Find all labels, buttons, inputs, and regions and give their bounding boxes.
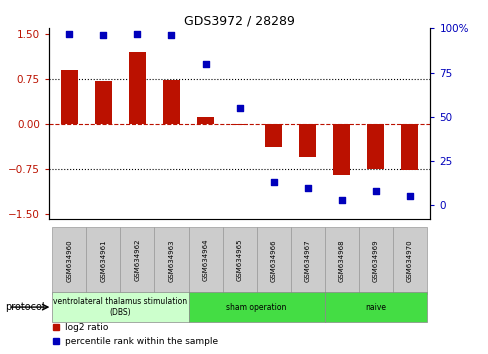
Bar	[324, 227, 358, 294]
Point	[303, 185, 311, 190]
Bar	[256, 227, 290, 294]
Bar	[290, 227, 324, 294]
Point	[235, 105, 243, 111]
Bar	[154, 227, 188, 294]
Text: sham operation: sham operation	[226, 303, 286, 312]
Bar	[86, 227, 120, 294]
Text: GSM634968: GSM634968	[338, 239, 344, 281]
Point	[269, 179, 277, 185]
Text: GSM634970: GSM634970	[406, 239, 412, 281]
Bar	[95, 81, 112, 124]
Title: GDS3972 / 28289: GDS3972 / 28289	[184, 14, 294, 27]
Bar	[52, 292, 188, 322]
Point	[371, 188, 379, 194]
Bar	[61, 70, 78, 124]
Bar	[299, 124, 316, 157]
Legend: log2 ratio, percentile rank within the sample: log2 ratio, percentile rank within the s…	[53, 324, 218, 346]
Text: ventrolateral thalamus stimulation
(DBS): ventrolateral thalamus stimulation (DBS)	[53, 297, 187, 317]
Bar	[197, 117, 214, 124]
Bar	[120, 227, 154, 294]
Text: naive: naive	[365, 303, 386, 312]
Text: GSM634966: GSM634966	[270, 239, 276, 281]
Text: GSM634960: GSM634960	[66, 239, 72, 281]
Text: GSM634965: GSM634965	[236, 239, 242, 281]
Bar	[163, 80, 180, 124]
Text: GSM634967: GSM634967	[304, 239, 310, 281]
Bar	[401, 124, 418, 171]
Bar	[264, 124, 282, 147]
Bar	[52, 227, 86, 294]
Bar	[188, 292, 324, 322]
Text: GSM634962: GSM634962	[134, 239, 140, 281]
Bar	[358, 227, 392, 294]
Text: GSM634964: GSM634964	[202, 239, 208, 281]
Text: GSM634969: GSM634969	[372, 239, 378, 281]
Point	[99, 33, 107, 38]
Bar	[222, 227, 256, 294]
Point	[65, 31, 73, 36]
Bar	[333, 124, 349, 175]
Point	[133, 31, 141, 36]
Point	[167, 33, 175, 38]
Point	[405, 194, 413, 199]
Bar	[324, 292, 426, 322]
Text: protocol: protocol	[5, 302, 44, 312]
Bar	[188, 227, 222, 294]
Point	[201, 61, 209, 67]
Bar	[366, 124, 384, 169]
Bar	[231, 124, 247, 125]
Text: GSM634961: GSM634961	[100, 239, 106, 281]
Bar	[392, 227, 426, 294]
Bar	[129, 52, 145, 124]
Point	[337, 197, 345, 203]
Text: GSM634963: GSM634963	[168, 239, 174, 281]
